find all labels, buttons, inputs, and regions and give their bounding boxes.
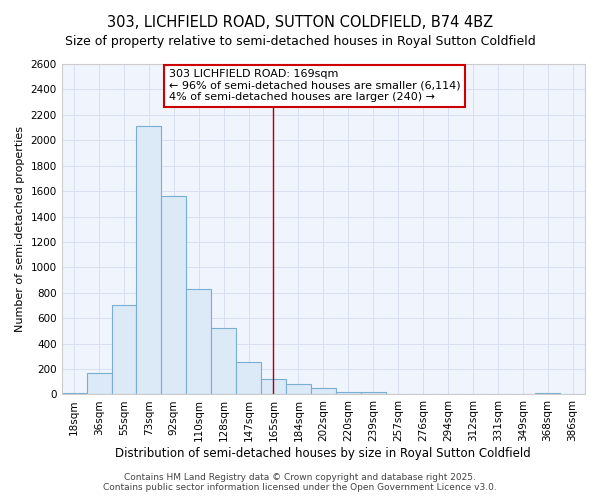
Bar [336,392,361,394]
Text: Contains HM Land Registry data © Crown copyright and database right 2025.
Contai: Contains HM Land Registry data © Crown c… [103,473,497,492]
Bar [286,384,311,394]
Y-axis label: Number of semi-detached properties: Number of semi-detached properties [15,126,25,332]
Bar [136,126,161,394]
X-axis label: Distribution of semi-detached houses by size in Royal Sutton Coldfield: Distribution of semi-detached houses by … [115,447,531,460]
Bar [211,328,236,394]
Text: Size of property relative to semi-detached houses in Royal Sutton Coldfield: Size of property relative to semi-detach… [65,35,535,48]
Bar [62,393,86,394]
Text: 303, LICHFIELD ROAD, SUTTON COLDFIELD, B74 4BZ: 303, LICHFIELD ROAD, SUTTON COLDFIELD, B… [107,15,493,30]
Bar [186,289,211,395]
Bar [535,392,560,394]
Bar [311,388,336,394]
Bar [361,392,386,394]
Text: 303 LICHFIELD ROAD: 169sqm
← 96% of semi-detached houses are smaller (6,114)
4% : 303 LICHFIELD ROAD: 169sqm ← 96% of semi… [169,69,460,102]
Bar [161,196,186,394]
Bar [86,373,112,394]
Bar [236,362,261,394]
Bar [112,306,136,394]
Bar [261,378,286,394]
